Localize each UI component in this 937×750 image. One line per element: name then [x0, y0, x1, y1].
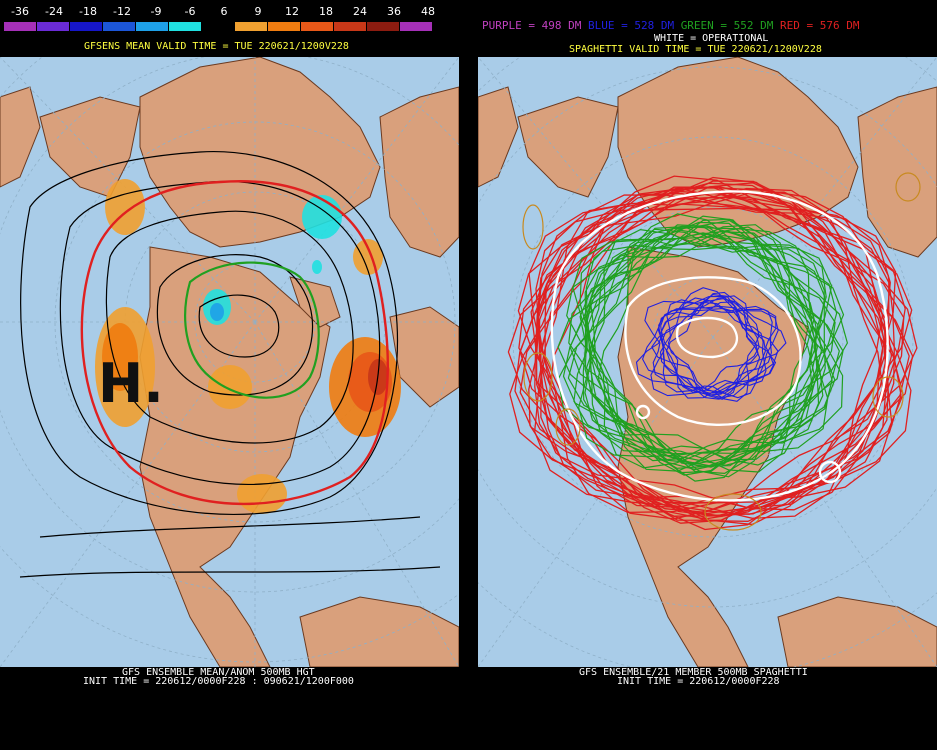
height-contours — [19, 150, 441, 578]
anomaly-scale-labels: -36 -24 -18 -12 -9 -6 6 9 12 18 24 36 48 — [0, 5, 459, 19]
right-footer: GFS ENSEMBLE/21 MEMBER 500MB SPAGHETTI I… — [478, 667, 937, 750]
scale-swatch — [103, 22, 136, 31]
spaghetti-map — [478, 57, 937, 667]
legend-entry: BLUE = 528 DM — [587, 19, 681, 32]
scale-swatch — [334, 22, 367, 31]
scale-swatch — [235, 22, 268, 31]
contour-552 — [184, 261, 320, 399]
spaghetti-orange-lines — [522, 172, 921, 531]
scale-label: 6 — [220, 5, 228, 18]
handwritten-h-annotation: H. — [98, 352, 164, 415]
spaghetti-528-lines — [635, 287, 787, 402]
spaghetti-552-lines — [557, 213, 849, 482]
spaghetti-line — [659, 291, 760, 402]
operational-note: WHITE = OPERATIONAL — [654, 33, 769, 44]
contour-576 — [80, 180, 389, 506]
scale-swatch — [37, 22, 70, 31]
ensemble-mean-panel: -36 -24 -18 -12 -9 -6 6 9 12 18 24 36 48 GFSENS MEAN… — [0, 0, 459, 750]
scale-swatch — [301, 22, 334, 31]
scale-label: -36 — [11, 5, 29, 18]
spaghetti-line — [597, 225, 833, 476]
scale-swatch — [367, 22, 400, 31]
spaghetti-line — [578, 221, 840, 466]
ensemble-mean-map: H. — [0, 57, 459, 667]
left-header: -36 -24 -18 -12 -9 -6 6 9 12 18 24 36 48 GFSENS MEAN… — [0, 0, 459, 57]
spaghetti-line — [557, 225, 829, 456]
spaghetti-panel: PURPLE = 498 DM BLUE = 528 DM GREEN = 55… — [478, 0, 937, 750]
scale-swatch — [268, 22, 301, 31]
scale-label: -24 — [45, 5, 63, 18]
spaghetti-line — [651, 308, 777, 393]
left-footer-init-time: INIT TIME = 220612/0000F228 : 090621/120… — [83, 676, 354, 687]
scale-label: 18 — [319, 5, 333, 18]
spaghetti-line — [584, 226, 814, 482]
spaghetti-line — [644, 298, 787, 394]
spaghetti-line — [528, 207, 914, 520]
spaghetti-576-lines — [507, 175, 918, 531]
left-map-title: GFSENS MEAN VALID TIME = TUE 220621/1200… — [84, 41, 349, 52]
scale-label: 36 — [387, 5, 401, 18]
spaghetti-line — [534, 182, 889, 509]
operational-contours — [550, 190, 889, 502]
legend-entry: RED = 576 DM — [780, 19, 860, 32]
right-header: PURPLE = 498 DM BLUE = 528 DM GREEN = 55… — [478, 0, 937, 57]
left-footer: GFS ENSEMBLE MEAN/ANOM 500MB HGT INIT TI… — [0, 667, 459, 750]
spaghetti-line — [650, 295, 779, 399]
right-map-title: SPAGHETTI VALID TIME = TUE 220621/1200V2… — [569, 44, 822, 55]
spaghetti-line — [507, 185, 893, 505]
spaghetti-line — [665, 301, 767, 393]
scale-swatch — [169, 22, 202, 31]
scale-label: 9 — [254, 5, 262, 18]
legend-entry: GREEN = 552 DM — [680, 19, 781, 32]
scale-swatch — [400, 22, 433, 31]
spaghetti-line — [582, 219, 819, 461]
spaghetti-line — [528, 191, 918, 517]
spaghetti-line — [585, 225, 836, 469]
scale-swatch — [202, 22, 235, 31]
spaghetti-line — [519, 187, 912, 517]
spaghetti-line — [591, 228, 826, 474]
spaghetti-line — [518, 190, 897, 517]
spaghetti-line — [567, 225, 844, 467]
spaghetti-line — [536, 186, 905, 514]
scale-swatch — [4, 22, 37, 31]
scale-label: -6 — [184, 5, 196, 18]
left-footer-product: GFS ENSEMBLE MEAN/ANOM 500MB HGT — [122, 667, 315, 678]
height-anomaly-shading — [95, 179, 401, 514]
ensemble-mean-map-graphic: H. — [0, 57, 459, 667]
right-footer-init-time: INIT TIME = 220612/0000F228 — [617, 676, 780, 687]
scale-swatch — [70, 22, 103, 31]
scale-label: -18 — [79, 5, 97, 18]
spaghetti-line — [667, 297, 773, 396]
land-masses — [0, 57, 459, 667]
anomaly-color-scale — [3, 21, 434, 32]
scale-label: 48 — [421, 5, 435, 18]
spaghetti-legend: PURPLE = 498 DM BLUE = 528 DM GREEN = 55… — [482, 19, 860, 32]
scale-label: -9 — [150, 5, 162, 18]
scale-label: 24 — [353, 5, 367, 18]
spaghetti-line — [588, 224, 820, 462]
spaghetti-map-graphic — [478, 57, 937, 667]
scale-label: -12 — [113, 5, 131, 18]
spaghetti-line — [573, 244, 844, 471]
spaghetti-line — [568, 229, 833, 469]
svg-text:H.: H. — [98, 352, 164, 415]
spaghetti-line — [641, 295, 761, 400]
legend-entry: PURPLE = 498 DM — [482, 19, 588, 32]
panel-divider — [459, 0, 478, 750]
right-footer-product: GFS ENSEMBLE/21 MEMBER 500MB SPAGHETTI — [579, 667, 808, 678]
scale-label: 12 — [285, 5, 299, 18]
spaghetti-line — [659, 299, 759, 389]
scale-swatch — [136, 22, 169, 31]
